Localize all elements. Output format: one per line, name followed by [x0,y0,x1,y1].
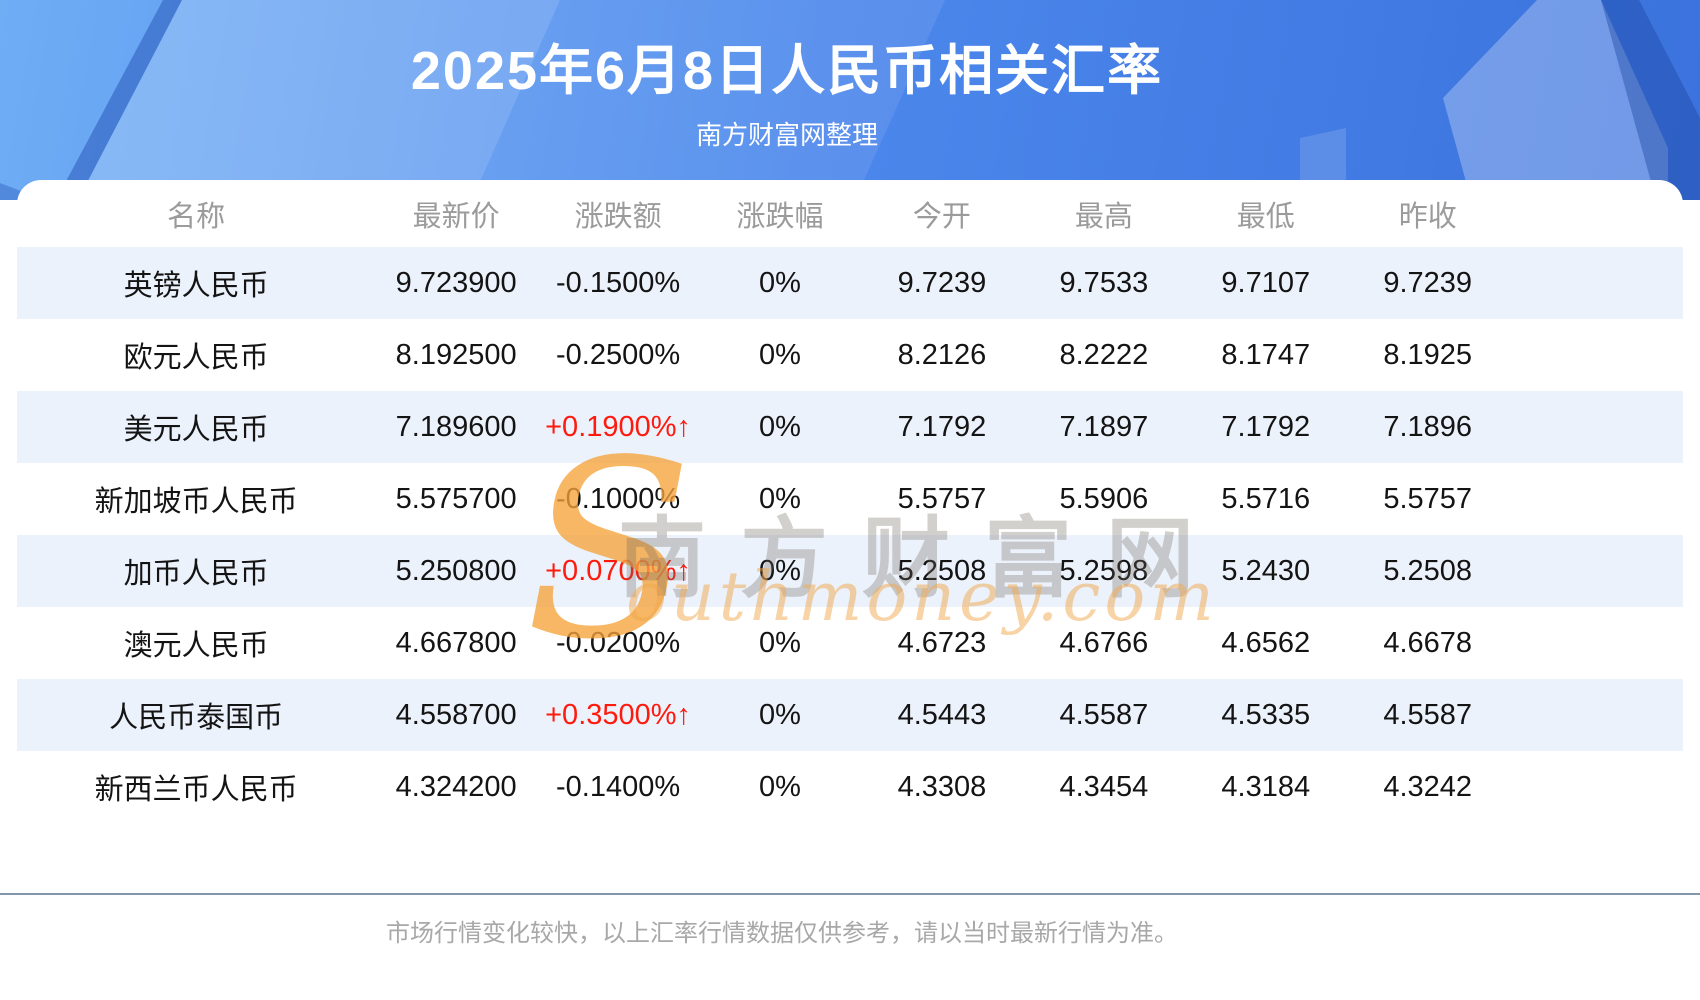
cell-low: 7.1792 [1221,410,1311,443]
cell-high: 4.3454 [1059,770,1149,803]
cell-prev: 8.1925 [1383,338,1473,371]
cell-spacer [1509,607,1683,679]
cell-latest: 9.723900 [395,266,517,299]
cell-spacer [1509,679,1683,751]
cell-prev: 5.2508 [1383,554,1473,587]
cell-name: 加币人民币 [123,558,269,590]
cell-prev: 4.3242 [1383,770,1473,803]
cell-low: 4.5335 [1221,698,1311,731]
col-header-open: 今开 [912,200,971,233]
cell-name: 新加坡币人民币 [94,486,298,518]
cell-low: 5.5716 [1221,482,1311,515]
cell-open: 7.1792 [897,410,987,443]
footer-disclaimer: 市场行情变化较快，以上汇率行情数据仅供参考，请以当时最新行情为准。 [386,920,1178,947]
exchange-rate-table: 名称 最新价 涨跌额 涨跌幅 今开 最高 最低 昨收 英镑人民币 9.723900… [17,180,1683,823]
cell-latest: 4.667800 [395,626,517,659]
col-header-change-pct: 涨跌幅 [736,200,824,233]
cell-high: 5.2598 [1059,554,1149,587]
cell-prev: 4.5587 [1383,698,1473,731]
cell-pct: 0% [759,626,801,659]
cell-latest: 4.558700 [395,698,517,731]
table-row: 欧元人民币 8.192500 -0.2500% 0% 8.2126 8.2222 8.174… [17,319,1683,391]
cell-change: -0.2500% [556,338,681,371]
page-title: 2025年6月8日人民币相关汇率 [410,41,1164,101]
cell-latest: 5.575700 [395,482,517,515]
cell-change: +0.0700%↑ [545,554,692,587]
cell-open: 5.2508 [897,554,987,587]
cell-prev: 9.7239 [1383,266,1473,299]
cell-latest: 5.250800 [395,554,517,587]
cell-name: 美元人民币 [123,414,269,446]
cell-name: 澳元人民币 [123,630,269,662]
cell-prev: 5.5757 [1383,482,1473,515]
cell-prev: 7.1896 [1383,410,1473,443]
table-row: 美元人民币 7.189600 +0.1900%↑ 0% 7.1792 7.1897 7.17… [17,391,1683,463]
cell-high: 4.6766 [1059,626,1149,659]
cell-prev: 4.6678 [1383,626,1473,659]
cell-open: 4.5443 [897,698,987,731]
cell-spacer [1509,319,1683,391]
cell-pct: 0% [759,266,801,299]
cell-spacer [1509,463,1683,535]
col-header-prev-close: 昨收 [1398,200,1457,233]
cell-open: 4.6723 [897,626,987,659]
col-header-low: 最低 [1236,200,1295,233]
banner-prism-left-face-2 [472,0,945,200]
cell-name: 人民币泰国币 [109,702,284,734]
cell-pct: 0% [759,482,801,515]
page-subtitle: 南方财富网整理 [695,120,878,150]
cell-change: +0.3500%↑ [545,698,692,731]
table-row: 人民币泰国币 4.558700 +0.3500%↑ 0% 4.5443 4.5587 4.5… [17,679,1683,751]
cell-spacer [1509,391,1683,463]
col-header-latest: 最新价 [412,200,500,233]
footer-divider [0,893,1700,895]
table-row: 新加坡币人民币 5.575700 -0.1000% 0% 5.5757 5.5906 5.5… [17,463,1683,535]
cell-change: -0.1000% [556,482,681,515]
cell-pct: 0% [759,338,801,371]
cell-low: 5.2430 [1221,554,1311,587]
cell-latest: 8.192500 [395,338,517,371]
cell-change: -0.1400% [556,770,681,803]
cell-spacer [1509,535,1683,607]
cell-change: +0.1900%↑ [545,410,692,443]
table-row: 英镑人民币 9.723900 -0.1500% 0% 9.7239 9.7533 9.710… [17,247,1683,319]
table-row: 新西兰币人民币 4.324200 -0.1400% 0% 4.3308 4.3454 4.3… [17,751,1683,823]
cell-open: 8.2126 [897,338,987,371]
cell-high: 7.1897 [1059,410,1149,443]
cell-change: -0.0200% [556,626,681,659]
cell-low: 8.1747 [1221,338,1311,371]
table-header-row: 名称 最新价 涨跌额 涨跌幅 今开 最高 最低 昨收 [17,180,1683,247]
cell-spacer [1509,751,1683,823]
col-header-spacer [1509,180,1683,247]
cell-high: 4.5587 [1059,698,1149,731]
table-row: 澳元人民币 4.667800 -0.0200% 0% 4.6723 4.6766 4.656… [17,607,1683,679]
col-header-high: 最高 [1074,200,1133,233]
cell-open: 5.5757 [897,482,987,515]
cell-change: -0.1500% [556,266,681,299]
cell-pct: 0% [759,410,801,443]
cell-high: 5.5906 [1059,482,1149,515]
cell-low: 9.7107 [1221,266,1311,299]
table-row: 加币人民币 5.250800 +0.0700%↑ 0% 5.2508 5.2598 5.24… [17,535,1683,607]
cell-name: 欧元人民币 [123,342,269,374]
cell-open: 4.3308 [897,770,987,803]
rates-card: 名称 最新价 涨跌额 涨跌幅 今开 最高 最低 昨收 英镑人民币 9.723900… [17,180,1683,823]
cell-open: 9.7239 [897,266,987,299]
cell-name: 英镑人民币 [123,270,269,302]
col-header-change: 涨跌额 [574,200,662,233]
top-banner: 2025年6月8日人民币相关汇率 南方财富网整理 [0,0,1700,200]
cell-low: 4.3184 [1221,770,1311,803]
cell-high: 9.7533 [1059,266,1149,299]
col-header-name: 名称 [167,200,226,233]
cell-spacer [1509,247,1683,319]
cell-latest: 4.324200 [395,770,517,803]
cell-pct: 0% [759,698,801,731]
cell-name: 新西兰币人民币 [94,774,298,806]
cell-pct: 0% [759,770,801,803]
cell-pct: 0% [759,554,801,587]
cell-low: 4.6562 [1221,626,1311,659]
cell-latest: 7.189600 [395,410,517,443]
cell-high: 8.2222 [1059,338,1149,371]
